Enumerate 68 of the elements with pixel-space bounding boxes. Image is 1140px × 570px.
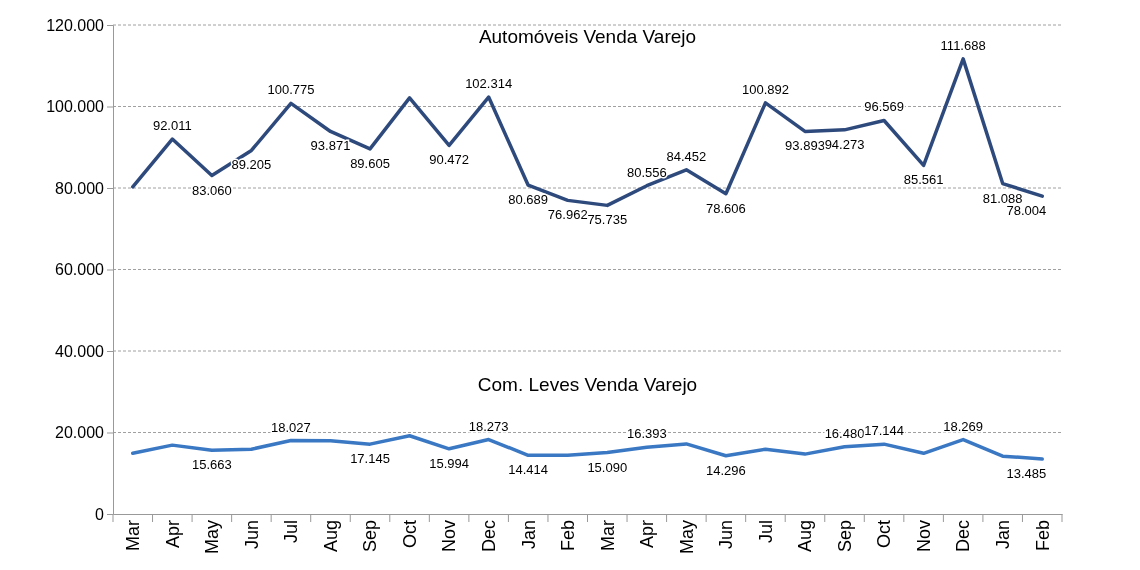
x-tick-label: Mar: [597, 520, 618, 551]
data-label: 18.273: [468, 418, 509, 434]
y-tick-label: 40.000: [55, 342, 105, 360]
x-tick-label: Jun: [241, 520, 262, 550]
data-label: 89.205: [231, 157, 272, 173]
data-label: 14.296: [706, 462, 746, 478]
x-tick-label: Nov: [439, 520, 460, 553]
x-tick-label: May: [202, 520, 223, 555]
x-tick-label: Oct: [874, 520, 895, 549]
y-tick-label: 0: [95, 505, 105, 523]
x-tick-label: Sep: [834, 520, 855, 553]
text: Com. Leves Venda Varejo: [477, 373, 698, 395]
data-label: 94.273: [824, 136, 865, 152]
x-tick-label: Jul: [755, 520, 776, 544]
x-tick-label: Jan: [518, 520, 539, 550]
data-label: 100.775: [267, 82, 315, 98]
text: Automóveis Venda Varejo: [478, 26, 697, 47]
data-label: 93.871: [310, 138, 351, 154]
data-label: 102.314: [465, 76, 513, 92]
data-label: 18.269: [943, 418, 984, 434]
x-tick-label: Apr: [637, 520, 658, 549]
data-label: 80.556: [626, 164, 667, 180]
x-tick-label: Oct: [399, 520, 420, 549]
x-tick-label: Jun: [716, 520, 737, 550]
x-tick-label: Dec: [478, 520, 499, 553]
data-label: 78.004: [1006, 203, 1047, 219]
x-tick-label: Dec: [953, 520, 974, 553]
data-label: 75.735: [587, 212, 628, 228]
data-label: 16.480: [824, 425, 865, 441]
data-label: 111.688: [940, 37, 986, 53]
data-label: 84.452: [666, 148, 707, 164]
data-label: 15.994: [429, 455, 469, 471]
data-label: 15.663: [191, 457, 232, 473]
data-label: 78.606: [706, 200, 746, 216]
data-label: 18.027: [271, 419, 311, 435]
data-label: 15.090: [587, 459, 628, 475]
y-tick-label: 20.000: [55, 424, 105, 442]
y-tick-label: 120.000: [46, 16, 105, 34]
x-tick-label: Feb: [1032, 520, 1053, 552]
data-label: 83.060: [191, 182, 232, 198]
x-tick-label: Feb: [558, 520, 579, 552]
data-label: 85.561: [903, 172, 944, 188]
data-label: 100.892: [741, 81, 789, 97]
y-tick-label: 80.000: [55, 179, 105, 197]
x-tick-label: Jul: [281, 520, 302, 544]
data-label: 17.145: [350, 451, 390, 467]
data-label: 16.393: [626, 426, 667, 442]
x-tick-label: Mar: [123, 520, 144, 551]
data-label: 17.144: [864, 423, 904, 439]
data-label: 13.485: [1006, 466, 1047, 482]
data-label: 93.893: [785, 138, 825, 154]
data-label: 89.605: [350, 155, 390, 171]
data-label: 14.414: [508, 462, 549, 478]
data-label: 90.472: [429, 152, 469, 168]
y-tick-label: 60.000: [55, 261, 105, 279]
x-tick-label: Aug: [795, 520, 816, 553]
x-tick-label: Sep: [360, 520, 381, 553]
data-label: 96.569: [864, 99, 904, 115]
y-tick-label: 100.000: [46, 98, 105, 116]
data-label: 92.011: [152, 118, 192, 134]
x-tick-label: Aug: [320, 520, 341, 553]
data-label: 80.689: [508, 192, 549, 208]
x-tick-label: Apr: [162, 520, 183, 549]
data-label: 76.962: [547, 207, 588, 223]
data-label: 81.088: [982, 190, 1023, 206]
x-tick-label: Jan: [992, 520, 1013, 550]
x-tick-label: May: [676, 520, 697, 555]
x-tick-label: Nov: [913, 520, 934, 553]
